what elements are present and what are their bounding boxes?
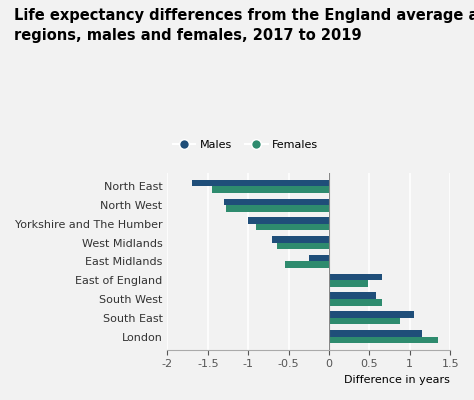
Bar: [212, 186, 329, 193]
Bar: [309, 255, 329, 262]
Bar: [224, 198, 329, 205]
Bar: [248, 217, 329, 224]
Bar: [329, 336, 438, 343]
Bar: [273, 236, 329, 243]
Bar: [256, 224, 329, 230]
Bar: [276, 243, 329, 249]
Bar: [329, 299, 382, 306]
Bar: [329, 318, 400, 324]
Bar: [329, 280, 368, 287]
Bar: [329, 330, 422, 336]
Legend: Males, Females: Males, Females: [173, 140, 318, 150]
Bar: [284, 262, 329, 268]
Text: Life expectancy differences from the England average across England’s
regions, m: Life expectancy differences from the Eng…: [14, 8, 474, 43]
Bar: [191, 180, 329, 186]
Bar: [226, 205, 329, 212]
X-axis label: Difference in years: Difference in years: [344, 375, 450, 385]
Bar: [329, 274, 382, 280]
Bar: [329, 292, 376, 299]
Bar: [329, 311, 414, 318]
